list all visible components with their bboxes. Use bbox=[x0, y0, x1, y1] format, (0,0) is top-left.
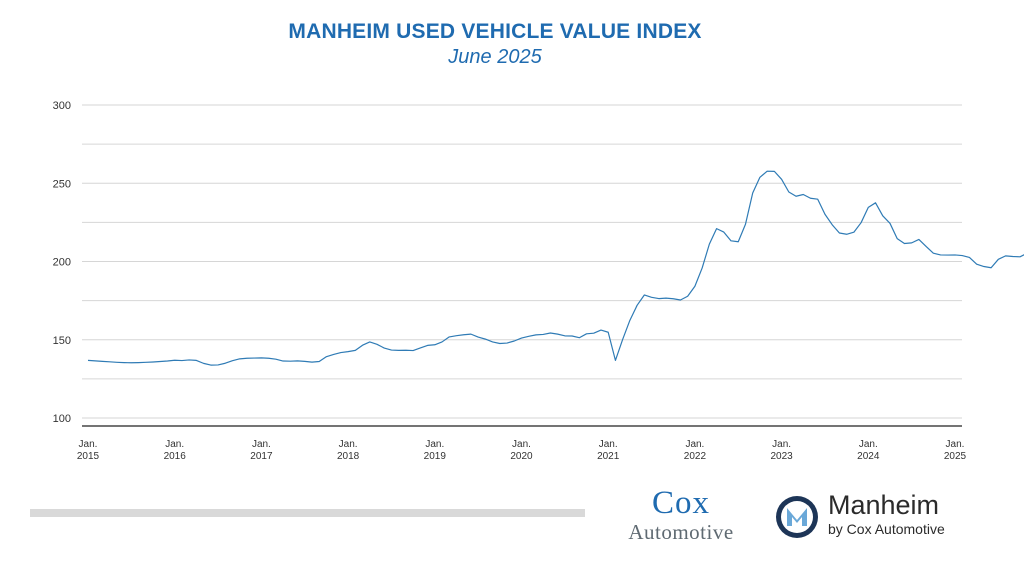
x-tick-label: Jan.2025 bbox=[944, 439, 967, 462]
x-tick-year: 2021 bbox=[597, 451, 620, 462]
x-tick-label: Jan.2018 bbox=[337, 439, 360, 462]
x-tick-year: 2025 bbox=[944, 451, 967, 462]
x-tick-label: Jan.2021 bbox=[597, 439, 620, 462]
x-tick-year: 2024 bbox=[857, 451, 880, 462]
x-tick-month: Jan. bbox=[252, 439, 271, 450]
manheim-logo-text: Manheim by Cox Automotive bbox=[828, 490, 945, 538]
x-tick-year: 2019 bbox=[424, 451, 447, 462]
x-tick-month: Jan. bbox=[946, 439, 965, 450]
manheim-name: Manheim bbox=[828, 490, 940, 520]
y-tick-label: 200 bbox=[53, 257, 71, 269]
y-tick-label: 250 bbox=[53, 178, 71, 190]
x-tick-label: Jan.2020 bbox=[510, 439, 533, 462]
x-tick-label: Jan.2016 bbox=[164, 439, 187, 462]
x-tick-year: 2020 bbox=[510, 451, 533, 462]
x-tick-year: 2017 bbox=[250, 451, 273, 462]
x-tick-label: Jan.2022 bbox=[684, 439, 707, 462]
x-tick-year: 2016 bbox=[164, 451, 187, 462]
cox-automotive-logo: Cox Automotive bbox=[605, 487, 757, 543]
x-tick-label: Jan.2024 bbox=[857, 439, 880, 462]
manheim-subtitle: by Cox Automotive bbox=[828, 521, 945, 538]
x-tick-label: Jan.2023 bbox=[770, 439, 793, 462]
manheim-emblem-icon bbox=[776, 496, 818, 538]
x-tick-month: Jan. bbox=[512, 439, 531, 450]
y-tick-label: 300 bbox=[53, 100, 71, 112]
x-tick-month: Jan. bbox=[425, 439, 444, 450]
x-axis-ticks: Jan.2015Jan.2016Jan.2017Jan.2018Jan.2019… bbox=[77, 439, 967, 462]
x-tick-year: 2015 bbox=[77, 451, 100, 462]
x-tick-month: Jan. bbox=[339, 439, 358, 450]
x-tick-label: Jan.2019 bbox=[424, 439, 447, 462]
x-tick-month: Jan. bbox=[685, 439, 704, 450]
automotive-logo-text: Automotive bbox=[628, 520, 734, 544]
chart-subtitle: June 2025 bbox=[448, 46, 542, 68]
y-tick-label: 150 bbox=[53, 335, 71, 347]
footer-bar bbox=[30, 509, 585, 517]
x-tick-month: Jan. bbox=[859, 439, 878, 450]
series-line bbox=[87, 170, 1024, 366]
x-tick-year: 2018 bbox=[337, 451, 360, 462]
x-tick-year: 2023 bbox=[770, 451, 793, 462]
y-tick-label: 100 bbox=[53, 413, 71, 425]
series-layer bbox=[87, 170, 1024, 366]
grid-lines bbox=[82, 104, 962, 419]
x-tick-label: Jan.2017 bbox=[250, 439, 273, 462]
x-tick-year: 2022 bbox=[684, 451, 707, 462]
x-tick-month: Jan. bbox=[599, 439, 618, 450]
x-tick-month: Jan. bbox=[165, 439, 184, 450]
x-tick-label: Jan.2015 bbox=[77, 439, 100, 462]
cox-logo-text: Cox bbox=[651, 485, 710, 521]
chart-title: MANHEIM USED VEHICLE VALUE INDEX bbox=[288, 20, 702, 43]
y-axis-ticks: 100 150 200 250 300 bbox=[53, 100, 71, 425]
x-tick-month: Jan. bbox=[772, 439, 791, 450]
x-tick-month: Jan. bbox=[79, 439, 98, 450]
